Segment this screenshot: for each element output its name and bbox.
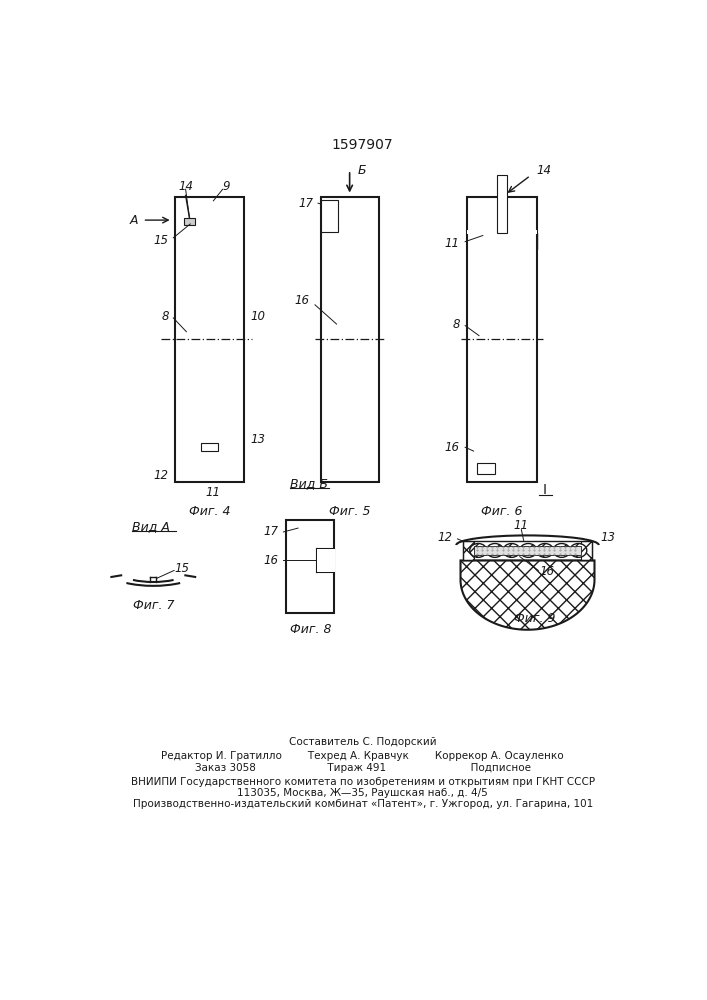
Text: Фиг. 6: Фиг. 6: [481, 505, 523, 518]
Text: Вид А: Вид А: [132, 520, 170, 533]
Ellipse shape: [469, 544, 486, 557]
Bar: [201, 443, 218, 451]
Bar: [467, 197, 537, 482]
Bar: [175, 197, 244, 482]
Text: 14: 14: [537, 164, 551, 177]
Text: 16: 16: [264, 554, 279, 567]
Text: 17: 17: [298, 197, 313, 210]
Bar: [321, 443, 379, 482]
Bar: [467, 443, 537, 482]
Text: 16: 16: [295, 294, 310, 307]
Bar: [467, 230, 537, 234]
Ellipse shape: [486, 544, 503, 557]
Text: 1597907: 1597907: [332, 138, 394, 152]
Polygon shape: [460, 560, 595, 630]
Text: 11: 11: [445, 237, 460, 250]
Text: 11: 11: [514, 519, 529, 532]
Text: 10: 10: [250, 310, 265, 323]
Text: Фиг. 7: Фиг. 7: [132, 599, 174, 612]
Text: Фиг. 9: Фиг. 9: [515, 612, 556, 625]
Text: I: I: [542, 483, 547, 497]
Bar: [467, 197, 537, 232]
Text: Заказ 3058                      Тираж 491                          Подписное: Заказ 3058 Тираж 491 Подписное: [194, 763, 531, 773]
Bar: [175, 197, 244, 232]
Ellipse shape: [520, 544, 537, 557]
Text: Фиг. 8: Фиг. 8: [290, 623, 331, 636]
Bar: [321, 197, 379, 482]
Bar: [498, 175, 507, 233]
Text: Составитель С. Подорский: Составитель С. Подорский: [289, 737, 436, 747]
Text: 13: 13: [601, 531, 616, 544]
Ellipse shape: [503, 544, 520, 557]
Text: 8: 8: [452, 318, 460, 331]
Bar: [286, 520, 334, 613]
Text: 15: 15: [175, 562, 190, 575]
Bar: [474, 546, 580, 555]
Bar: [317, 549, 335, 572]
Text: Производственно-издательский комбинат «Патент», г. Ужгород, ул. Гагарина, 101: Производственно-издательский комбинат «П…: [133, 799, 593, 809]
Text: 11: 11: [206, 486, 221, 499]
Text: ВНИИПИ Государственного комитета по изобретениям и открытиям при ГКНТ СССР: ВНИИПИ Государственного комитета по изоб…: [131, 777, 595, 787]
Text: 9: 9: [223, 180, 230, 193]
Text: 12: 12: [438, 531, 452, 544]
Ellipse shape: [570, 544, 587, 557]
Bar: [321, 197, 379, 232]
Text: 8: 8: [161, 310, 169, 323]
Text: 13: 13: [250, 433, 265, 446]
Ellipse shape: [537, 544, 554, 557]
Text: 17: 17: [264, 525, 279, 538]
Text: 12: 12: [153, 469, 169, 482]
Bar: [580, 541, 592, 560]
Text: 16: 16: [539, 565, 554, 578]
Bar: [175, 443, 244, 482]
Text: 16: 16: [445, 441, 460, 454]
Text: 15: 15: [153, 234, 169, 247]
Text: Б: Б: [357, 164, 366, 177]
Bar: [321, 200, 338, 232]
Text: А: А: [130, 214, 139, 227]
Bar: [184, 218, 195, 225]
Bar: [467, 233, 537, 249]
Ellipse shape: [553, 544, 570, 557]
Bar: [477, 463, 495, 474]
Text: Вид Б: Вид Б: [291, 477, 328, 490]
Bar: [463, 541, 474, 560]
Text: 113035, Москва, Ж—35, Раушская наб., д. 4/5: 113035, Москва, Ж—35, Раушская наб., д. …: [238, 788, 488, 798]
Text: Фиг. 4: Фиг. 4: [189, 505, 230, 518]
Text: 14: 14: [179, 180, 194, 193]
Text: Фиг. 5: Фиг. 5: [329, 505, 370, 518]
Text: Редактор И. Гратилло        Техред А. Кравчук        Коррекор А. Осауленко: Редактор И. Гратилло Техред А. Кравчук К…: [161, 751, 564, 761]
